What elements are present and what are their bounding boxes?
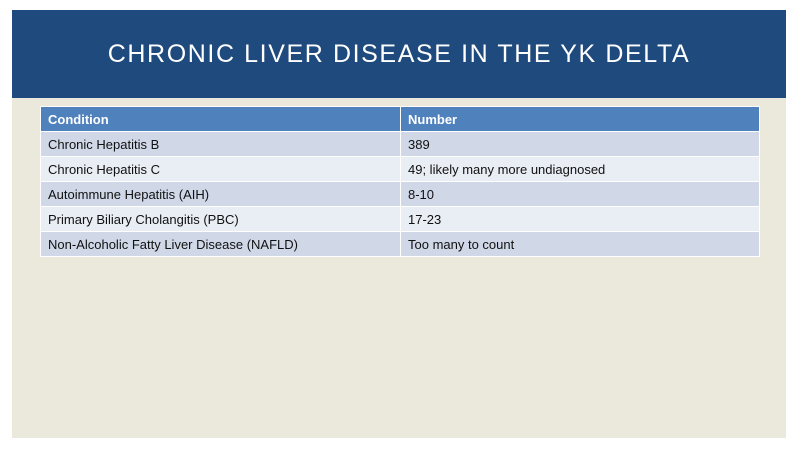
condition-cell: Non-Alcoholic Fatty Liver Disease (NAFLD… (40, 231, 401, 257)
header-number: Number (400, 106, 760, 132)
table-row: Primary Biliary Cholangitis (PBC) 17-23 (40, 206, 760, 232)
table-container: Condition Number Chronic Hepatitis B 389… (40, 106, 760, 257)
table-header-row: Condition Number (40, 106, 760, 132)
condition-cell: Autoimmune Hepatitis (AIH) (40, 181, 401, 207)
condition-cell: Primary Biliary Cholangitis (PBC) (40, 206, 401, 232)
table-row: Chronic Hepatitis C 49; likely many more… (40, 156, 760, 182)
number-cell: Too many to count (400, 231, 760, 257)
slide-title: Chronic Liver Disease in the YK Delta (107, 39, 691, 68)
header-condition: Condition (40, 106, 401, 132)
liver-disease-table: Condition Number Chronic Hepatitis B 389… (40, 106, 760, 257)
table-row: Non-Alcoholic Fatty Liver Disease (NAFLD… (40, 231, 760, 257)
number-cell: 389 (400, 131, 760, 157)
title-bar: Chronic Liver Disease in the YK Delta (12, 10, 786, 98)
table-row: Chronic Hepatitis B 389 (40, 131, 760, 157)
condition-cell: Chronic Hepatitis B (40, 131, 401, 157)
table-row: Autoimmune Hepatitis (AIH) 8-10 (40, 181, 760, 207)
number-cell: 8-10 (400, 181, 760, 207)
number-cell: 17-23 (400, 206, 760, 232)
condition-cell: Chronic Hepatitis C (40, 156, 401, 182)
number-cell: 49; likely many more undiagnosed (400, 156, 760, 182)
